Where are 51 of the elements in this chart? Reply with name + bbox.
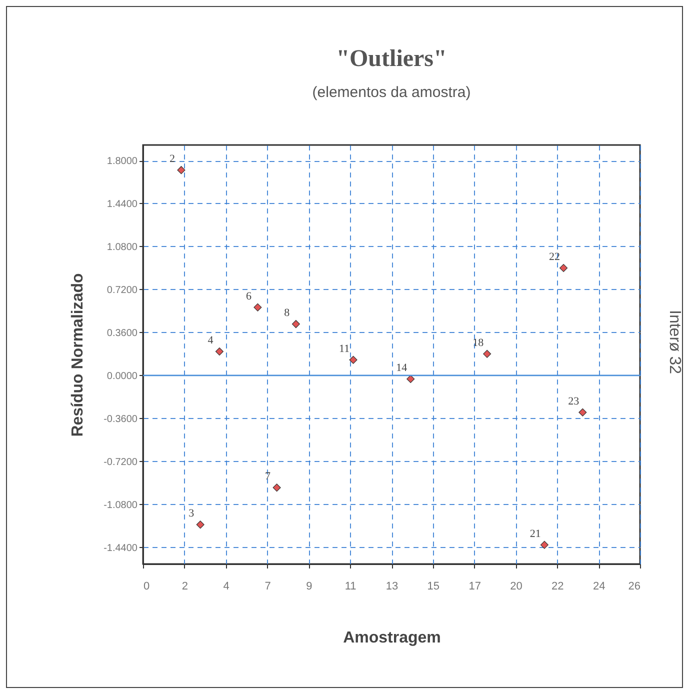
annotation: 8 bbox=[284, 307, 290, 320]
point bbox=[483, 350, 492, 358]
point bbox=[196, 520, 204, 529]
y-tick-label: -1.0800 bbox=[104, 500, 138, 511]
point bbox=[177, 166, 186, 174]
annotation: 7 bbox=[265, 470, 272, 483]
x-tick-label: 7 bbox=[264, 580, 271, 592]
annotation: 11 bbox=[338, 342, 350, 355]
y-tick-label: 0.0000 bbox=[106, 370, 138, 382]
x-tick-label: 11 bbox=[344, 580, 356, 592]
x-tick-label: 20 bbox=[510, 580, 522, 592]
point bbox=[349, 356, 358, 364]
x-tick-label: 9 bbox=[306, 580, 312, 592]
x-tick-label: 13 bbox=[386, 580, 398, 592]
point bbox=[560, 264, 568, 272]
chart-subtitle: (elementos da amostra) bbox=[312, 84, 471, 101]
point bbox=[578, 408, 587, 416]
point bbox=[272, 484, 281, 492]
point bbox=[215, 348, 224, 356]
chart-title: "Outliers" bbox=[336, 46, 447, 72]
annotation: 23 bbox=[568, 395, 580, 408]
annotation: 14 bbox=[396, 362, 408, 374]
point bbox=[292, 320, 300, 328]
point bbox=[540, 540, 548, 549]
y-tick-label: -0.7200 bbox=[104, 456, 138, 468]
y-tick-label: 0.7200 bbox=[106, 284, 138, 296]
x-tick-label: 26 bbox=[628, 580, 640, 592]
y-tick-label: 1.0800 bbox=[106, 242, 138, 253]
y-axis-title: Resíduo Normalizado bbox=[70, 272, 87, 437]
y-tick-label: -1.4400 bbox=[104, 542, 138, 554]
x-tick-label: 15 bbox=[427, 580, 440, 592]
x-tick-label: 24 bbox=[592, 580, 606, 592]
y-tick-label: 0.3600 bbox=[106, 328, 138, 339]
y-tick-label: 1.4400 bbox=[106, 198, 138, 210]
x-tick-label: 17 bbox=[468, 580, 481, 592]
x-tick-label: 0 bbox=[144, 580, 150, 592]
annotation: 4 bbox=[208, 334, 214, 347]
x-tick-label: 22 bbox=[552, 580, 564, 592]
annotation: 3 bbox=[188, 508, 195, 520]
point bbox=[406, 374, 415, 383]
annotation: 6 bbox=[246, 290, 252, 302]
x-tick-label: 2 bbox=[182, 580, 188, 592]
y-tick-label: -0.3600 bbox=[104, 414, 138, 425]
annotation: 21 bbox=[530, 528, 541, 540]
x-tick-label: 4 bbox=[223, 580, 230, 592]
annotation: 18 bbox=[472, 336, 484, 349]
y-tick-label: 1.8000 bbox=[106, 156, 138, 168]
x-axis-title: Amostragem bbox=[343, 630, 441, 646]
text: Interø 32 bbox=[666, 310, 683, 374]
point bbox=[254, 303, 262, 312]
annotation: 22 bbox=[549, 250, 560, 263]
